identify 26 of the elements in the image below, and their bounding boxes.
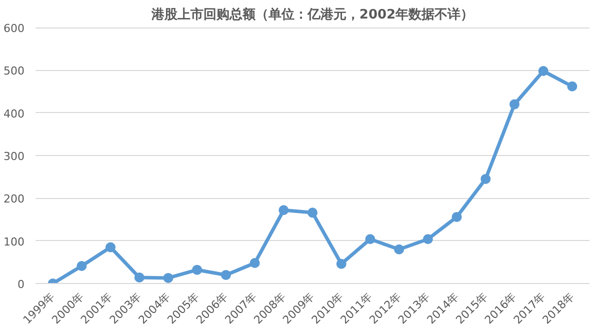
point — [220, 270, 231, 280]
point — [106, 242, 116, 252]
point — [336, 258, 346, 269]
point — [452, 212, 462, 222]
point — [134, 272, 144, 283]
point — [538, 66, 548, 76]
y-tick-label: 300 — [4, 150, 25, 163]
point — [480, 174, 491, 184]
point — [567, 81, 578, 92]
y-tick-label: 0 — [18, 278, 24, 291]
y-tick-label: 100 — [4, 235, 25, 248]
y-tick-label: 600 — [4, 22, 25, 35]
point — [76, 261, 87, 271]
point — [163, 272, 174, 283]
point — [250, 258, 260, 268]
chart-title: 港股上市回购总额（单位：亿港元，2002年数据不详） — [150, 6, 474, 22]
point — [192, 264, 202, 275]
point — [509, 99, 520, 110]
y-tick-label: 200 — [4, 192, 25, 206]
y-tick-label: 400 — [4, 107, 25, 120]
point — [422, 234, 433, 244]
point — [365, 234, 376, 244]
point — [308, 208, 318, 218]
y-tick-label: 500 — [4, 64, 25, 78]
point — [394, 244, 404, 254]
point — [278, 205, 289, 216]
